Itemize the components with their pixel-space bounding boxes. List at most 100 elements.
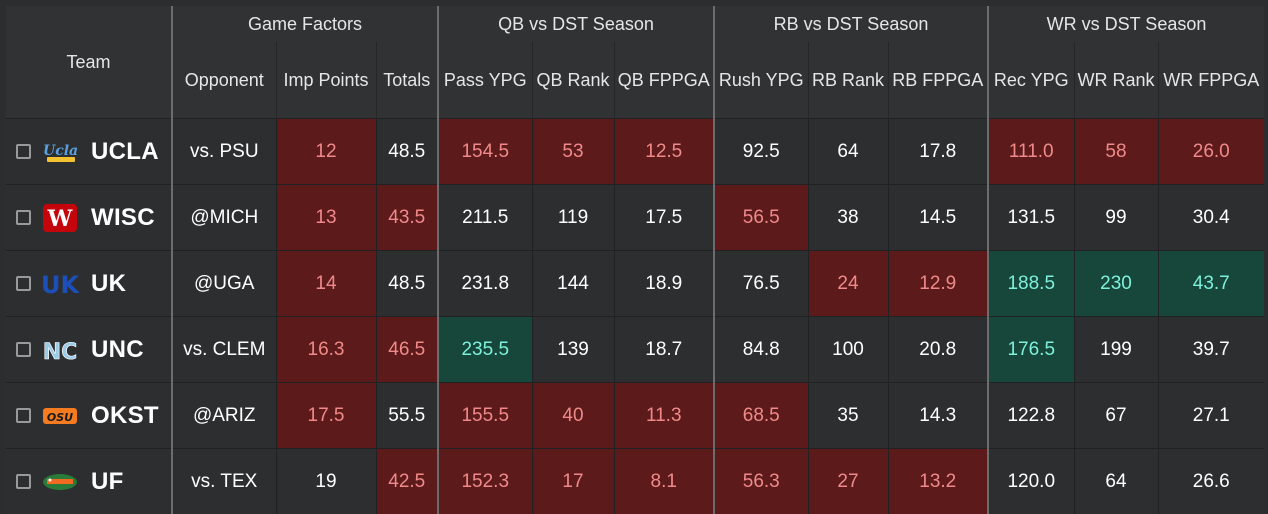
table-row: W WISC @MICH 13 43.5 211.5 119 17.5 56.5… [6, 185, 1264, 251]
imp-points-cell: 17.5 [276, 383, 376, 449]
team-abbr: UCLA [91, 138, 159, 166]
wr-rank-cell: 64 [1074, 449, 1158, 514]
qb-fppga-cell: 12.5 [614, 119, 714, 185]
pass-ypg-cell: 231.8 [438, 251, 532, 317]
team-cell: W WISC [6, 185, 172, 251]
group-header-rb: RB vs DST Season [714, 6, 988, 42]
qb-rank-cell: 144 [532, 251, 614, 317]
rb-fppga-cell: 20.8 [888, 317, 988, 383]
opponent-cell: @UGA [172, 251, 276, 317]
row-checkbox[interactable] [16, 408, 31, 423]
team-abbr: UK [91, 270, 126, 298]
qb-rank-cell: 139 [532, 317, 614, 383]
ucla-logo-icon: Ucla [41, 137, 79, 167]
col-header-imp-points[interactable]: Imp Points [276, 42, 376, 119]
imp-points-cell: 14 [276, 251, 376, 317]
qb-rank-cell: 53 [532, 119, 614, 185]
col-header-wr-fppga[interactable]: WR FPPGA [1158, 42, 1264, 119]
col-header-rec-ypg[interactable]: Rec YPG [988, 42, 1074, 119]
pass-ypg-cell: 235.5 [438, 317, 532, 383]
rush-ypg-cell: 92.5 [714, 119, 808, 185]
wr-rank-cell: 199 [1074, 317, 1158, 383]
rec-ypg-cell: 188.5 [988, 251, 1074, 317]
rush-ypg-cell: 56.3 [714, 449, 808, 514]
wr-rank-cell: 58 [1074, 119, 1158, 185]
row-checkbox[interactable] [16, 474, 31, 489]
col-header-opponent[interactable]: Opponent [172, 42, 276, 119]
team-cell: OSU OKST [6, 383, 172, 449]
svg-text:OSU: OSU [47, 411, 73, 424]
wr-fppga-cell: 43.7 [1158, 251, 1264, 317]
pass-ypg-cell: 211.5 [438, 185, 532, 251]
imp-points-cell: 16.3 [276, 317, 376, 383]
qb-fppga-cell: 18.9 [614, 251, 714, 317]
col-header-qb-rank[interactable]: QB Rank [532, 42, 614, 119]
col-header-rb-rank[interactable]: RB Rank [808, 42, 888, 119]
rb-fppga-cell: 12.9 [888, 251, 988, 317]
rb-fppga-cell: 14.3 [888, 383, 988, 449]
wisc-logo-icon: W [41, 203, 79, 233]
rb-rank-cell: 100 [808, 317, 888, 383]
wr-rank-cell: 99 [1074, 185, 1158, 251]
uf-logo-icon [41, 467, 79, 497]
qb-fppga-cell: 18.7 [614, 317, 714, 383]
team-cell: Ucla UCLA [6, 119, 172, 185]
col-header-rb-fppga[interactable]: RB FPPGA [888, 42, 988, 119]
table-row: OSU OKST @ARIZ 17.5 55.5 155.5 40 11.3 6… [6, 383, 1264, 449]
column-header-row: Opponent Imp Points Totals Pass YPG QB R… [6, 42, 1264, 119]
rec-ypg-cell: 131.5 [988, 185, 1074, 251]
wr-fppga-cell: 39.7 [1158, 317, 1264, 383]
rush-ypg-cell: 76.5 [714, 251, 808, 317]
opponent-cell: vs. TEX [172, 449, 276, 514]
col-header-rush-ypg[interactable]: Rush YPG [714, 42, 808, 119]
qb-rank-cell: 40 [532, 383, 614, 449]
group-header-row: Team Game Factors QB vs DST Season RB vs… [6, 6, 1264, 42]
imp-points-cell: 19 [276, 449, 376, 514]
svg-text:UK: UK [41, 271, 79, 299]
svg-text:NC: NC [43, 340, 78, 365]
rb-fppga-cell: 17.8 [888, 119, 988, 185]
row-checkbox[interactable] [16, 144, 31, 159]
qb-rank-cell: 119 [532, 185, 614, 251]
row-checkbox[interactable] [16, 210, 31, 225]
rush-ypg-cell: 84.8 [714, 317, 808, 383]
col-header-pass-ypg[interactable]: Pass YPG [438, 42, 532, 119]
col-header-totals[interactable]: Totals [376, 42, 438, 119]
team-abbr: UF [91, 468, 124, 496]
col-header-wr-rank[interactable]: WR Rank [1074, 42, 1158, 119]
col-header-team[interactable]: Team [6, 6, 172, 119]
qb-fppga-cell: 8.1 [614, 449, 714, 514]
pass-ypg-cell: 155.5 [438, 383, 532, 449]
row-checkbox[interactable] [16, 342, 31, 357]
rec-ypg-cell: 111.0 [988, 119, 1074, 185]
rec-ypg-cell: 176.5 [988, 317, 1074, 383]
team-cell: NC UNC [6, 317, 172, 383]
rec-ypg-cell: 122.8 [988, 383, 1074, 449]
team-abbr: WISC [91, 204, 155, 232]
wr-rank-cell: 230 [1074, 251, 1158, 317]
group-header-wr: WR vs DST Season [988, 6, 1264, 42]
opponent-cell: vs. CLEM [172, 317, 276, 383]
totals-cell: 46.5 [376, 317, 438, 383]
imp-points-cell: 13 [276, 185, 376, 251]
rb-rank-cell: 38 [808, 185, 888, 251]
totals-cell: 48.5 [376, 251, 438, 317]
rush-ypg-cell: 68.5 [714, 383, 808, 449]
row-checkbox[interactable] [16, 276, 31, 291]
table-row: UF vs. TEX 19 42.5 152.3 17 8.1 56.3 27 … [6, 449, 1264, 514]
wr-fppga-cell: 30.4 [1158, 185, 1264, 251]
rb-rank-cell: 24 [808, 251, 888, 317]
group-header-game-factors: Game Factors [172, 6, 438, 42]
rb-fppga-cell: 13.2 [888, 449, 988, 514]
table-row: NC UNC vs. CLEM 16.3 46.5 235.5 139 18.7… [6, 317, 1264, 383]
wr-fppga-cell: 26.6 [1158, 449, 1264, 514]
table-row: UK UK @UGA 14 48.5 231.8 144 18.9 76.5 2… [6, 251, 1264, 317]
unc-logo-icon: NC [41, 335, 79, 365]
svg-text:W: W [47, 206, 73, 232]
rb-rank-cell: 64 [808, 119, 888, 185]
col-header-qb-fppga[interactable]: QB FPPGA [614, 42, 714, 119]
totals-cell: 42.5 [376, 449, 438, 514]
wr-fppga-cell: 26.0 [1158, 119, 1264, 185]
wr-rank-cell: 67 [1074, 383, 1158, 449]
team-cell: UK UK [6, 251, 172, 317]
